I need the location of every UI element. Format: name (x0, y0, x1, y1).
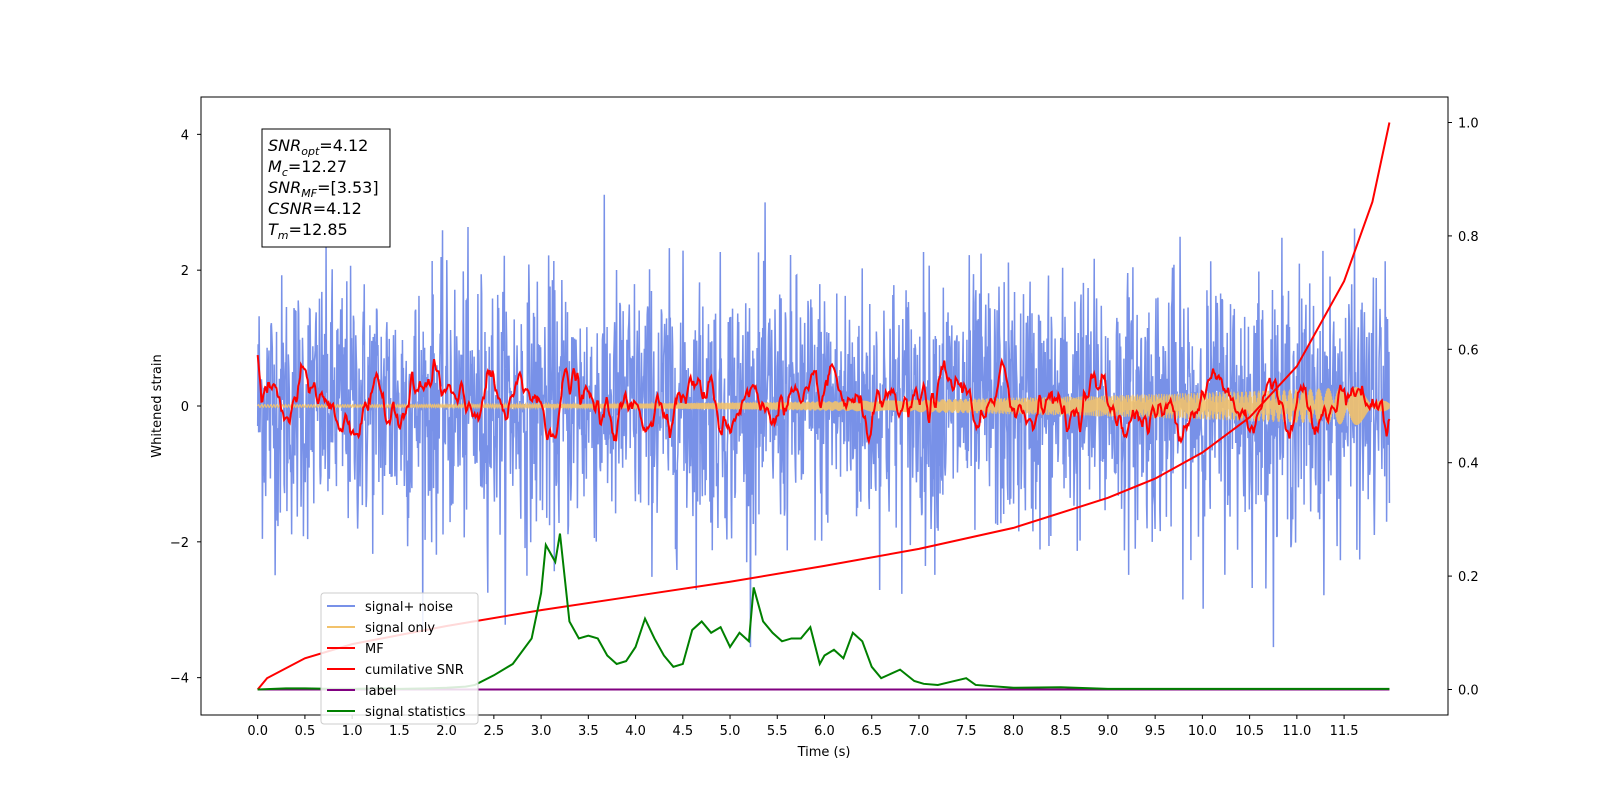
x-axis-label: Time (s) (797, 745, 851, 760)
legend-label: label (365, 684, 396, 699)
legend-label: signal only (365, 621, 435, 636)
x-tick-label: 11.5 (1330, 724, 1359, 739)
x-tick-label: 2.0 (436, 724, 457, 739)
y2-tick-label: 0.8 (1458, 230, 1479, 245)
x-tick-label: 11.0 (1282, 724, 1311, 739)
y-tick-label: 2 (181, 264, 189, 279)
x-tick-label: 9.5 (1145, 724, 1166, 739)
info-line-mc: Mc=12.27 (268, 157, 347, 179)
x-tick-label: 0.5 (295, 724, 316, 739)
info-box-frame (261, 128, 391, 248)
info-line-csnr: CSNR=4.12 (268, 199, 362, 218)
y2-tick-label: 0.2 (1458, 570, 1479, 585)
x-tick-label: 7.5 (956, 724, 977, 739)
series-signal-noise (256, 194, 1391, 648)
y-axis-label: Whitened strain (150, 354, 165, 457)
x-tick-label: 0.0 (247, 724, 268, 739)
y-tick-label: 4 (181, 128, 189, 143)
x-tick-label: 4.5 (672, 724, 693, 739)
info-line-snr-mf: SNRMF=[3.53] (268, 178, 379, 200)
x-tick-label: 6.0 (814, 724, 835, 739)
y2-tick-label: 0.6 (1458, 343, 1479, 358)
x-tick-label: 9.0 (1098, 724, 1119, 739)
x-tick-label: 3.5 (578, 724, 599, 739)
info-line-tm: Tm=12.85 (268, 220, 348, 242)
info-line-snr-opt: SNRopt=4.12 (268, 136, 368, 158)
y-tick-label: 0 (181, 400, 189, 415)
y2-tick-label: 0.4 (1458, 457, 1479, 472)
x-tick-label: 3.0 (531, 724, 552, 739)
x-tick-label: 4.0 (625, 724, 646, 739)
legend-label: cumilative SNR (365, 663, 464, 678)
x-tick-label: 5.5 (767, 724, 788, 739)
y-tick-label: −2 (170, 536, 189, 551)
x-tick-label: 10.0 (1188, 724, 1217, 739)
x-axis: 0.0 0.5 1.0 1.5 2.0 2.5 3.0 3.5 4.0 4.5 5.0 5.5 6.0 6… (247, 715, 1359, 739)
x-tick-label: 8.5 (1050, 724, 1071, 739)
y2-tick-label: 0.0 (1458, 683, 1479, 698)
x-tick-label: 10.5 (1235, 724, 1264, 739)
x-tick-label: 7.0 (909, 724, 930, 739)
x-tick-label: 5.0 (720, 724, 741, 739)
x-tick-label: 2.5 (484, 724, 505, 739)
legend-label: signal statistics (365, 705, 466, 720)
series-mf (256, 354, 1391, 446)
y-axis-right: 0.0 0.2 0.4 0.6 0.8 1.0 (1448, 117, 1479, 698)
info-annotation-box: SNRopt=4.12Mc=12.27SNRMF=[3.53]CSNR=4.12… (261, 128, 391, 248)
series-signal-statistics (257, 533, 1390, 691)
x-tick-label: 6.5 (861, 724, 882, 739)
legend: signal+ noise signal only MF cumilative SNR… (320, 592, 479, 725)
y2-tick-label: 1.0 (1458, 117, 1479, 132)
legend-frame (320, 592, 479, 725)
x-tick-label: 1.0 (342, 724, 363, 739)
x-tick-label: 1.5 (389, 724, 410, 739)
x-tick-label: 8.0 (1003, 724, 1024, 739)
legend-label: signal+ noise (365, 600, 453, 615)
legend-label: MF (365, 642, 384, 657)
y-axis-left: 4 2 0 −2 −4 (170, 128, 201, 687)
y-tick-label: −4 (170, 672, 189, 687)
